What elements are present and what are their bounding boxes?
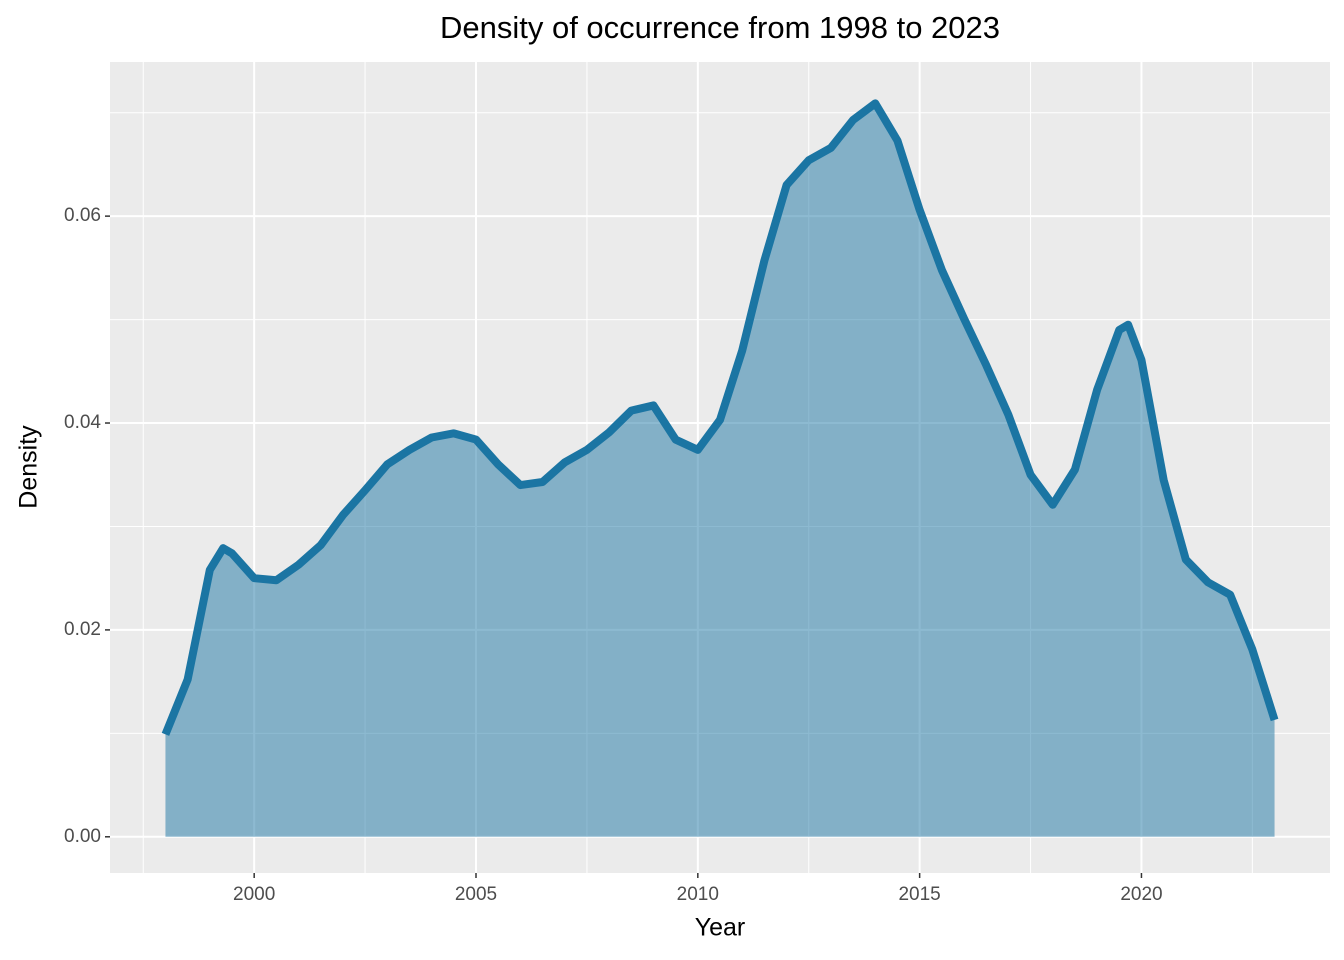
chart-title: Density of occurrence from 1998 to 2023	[440, 10, 1000, 45]
y-tick-label: 0.06	[64, 205, 101, 226]
y-axis-title: Density	[15, 425, 43, 509]
y-tick-label: 0.02	[64, 619, 101, 640]
x-tick-label: 2000	[233, 884, 275, 905]
y-tick-label: 0.00	[64, 826, 101, 847]
x-tick-label: 2005	[455, 884, 497, 905]
x-tick-label: 2015	[898, 884, 940, 905]
x-axis-title: Year	[695, 914, 746, 942]
plot-panel	[110, 62, 1330, 873]
x-tick-label: 2020	[1120, 884, 1162, 905]
density-area	[165, 103, 1275, 837]
x-tick-label: 2010	[677, 884, 719, 905]
density-line	[161, 99, 1279, 736]
y-tick-label: 0.04	[64, 412, 101, 433]
